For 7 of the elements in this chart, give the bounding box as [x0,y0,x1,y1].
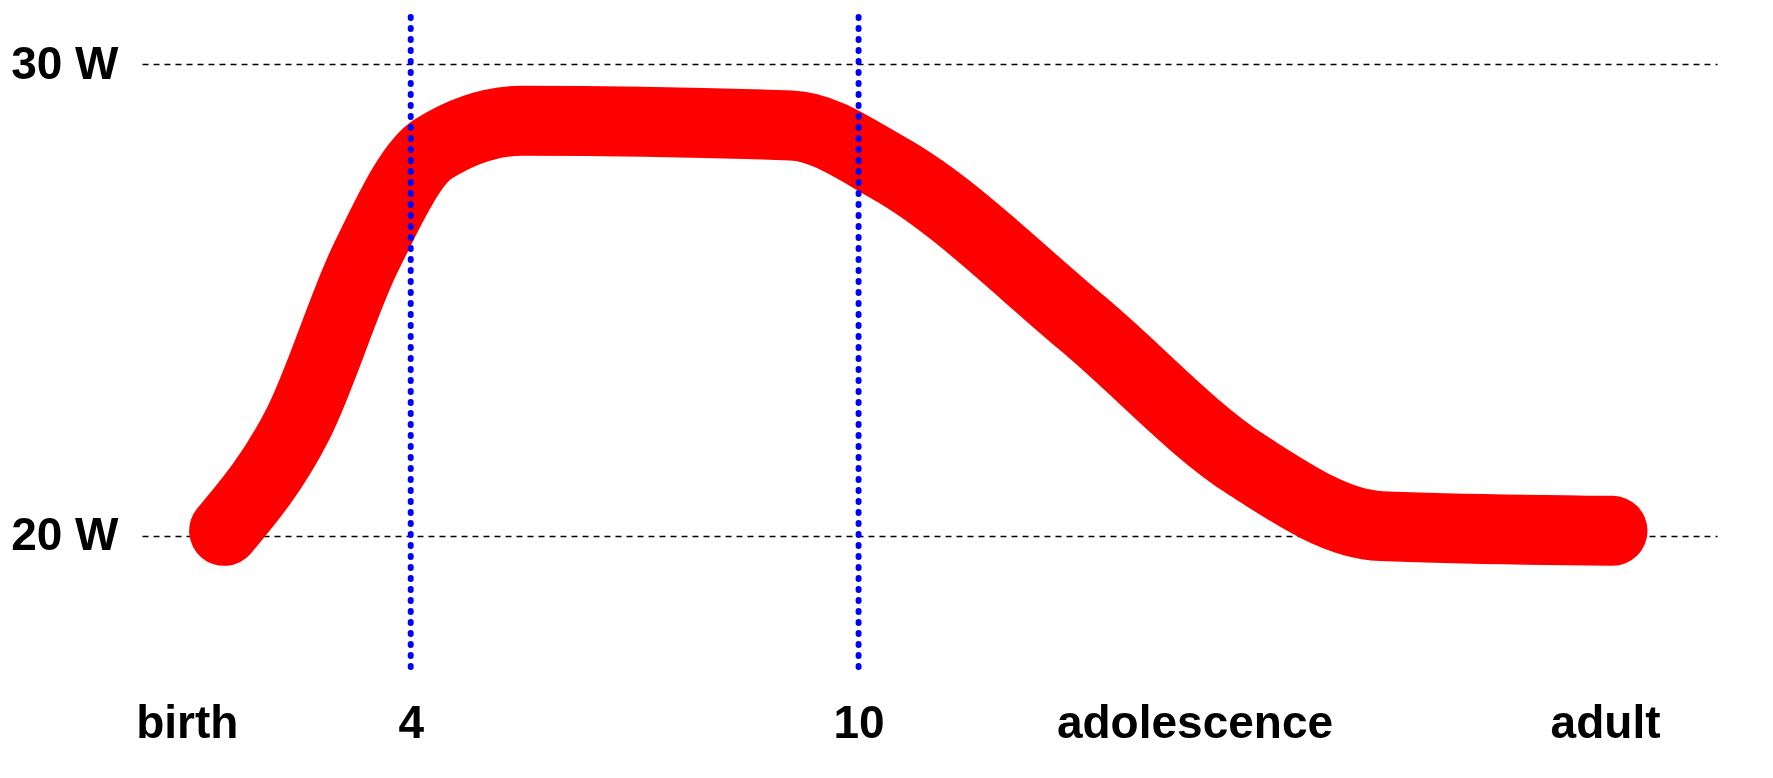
y-tick-label: 20 W [11,508,120,561]
x-tick-label: 4 [398,695,425,748]
x-tick-label: adult [1550,695,1661,748]
x-tick-label: adolescence [1056,695,1334,748]
x-tick-label: birth [136,695,239,748]
x-tick-label: 10 [833,695,885,748]
y-tick-label: 30 W [11,36,120,89]
